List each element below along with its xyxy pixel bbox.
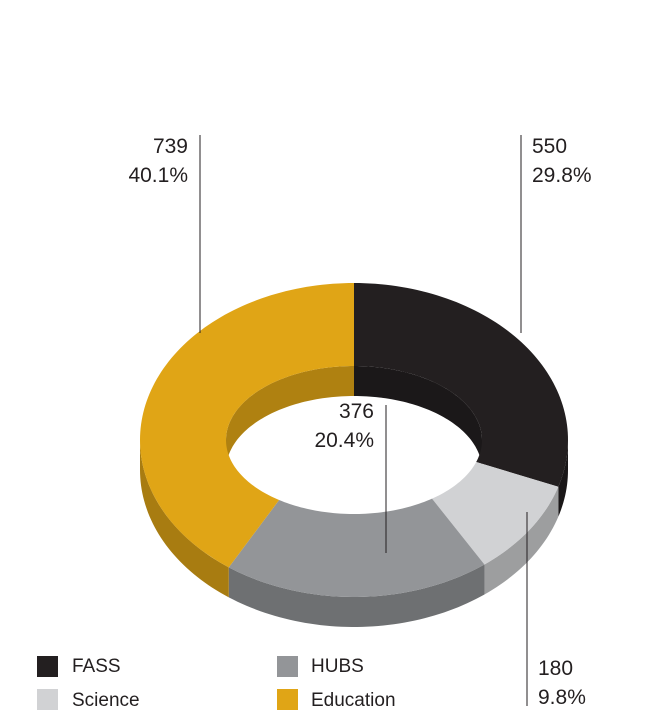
percent-label-hubs: 20.4% [314,429,374,452]
legend-label-education: Education [311,690,396,711]
outer-wall-education [140,440,229,598]
outer-wall-science [484,486,559,595]
legend-swatch-hubs [277,656,298,677]
percent-label-fass: 29.8% [532,164,592,187]
slice-fass [354,283,568,487]
outer-wall-fass [558,440,568,517]
value-label-fass: 550 [532,135,567,158]
legend-swatch-education [277,689,298,710]
value-label-science: 180 [538,657,573,680]
legend-swatch-fass [37,656,58,677]
percent-label-education: 40.1% [128,164,188,187]
donut-3d-slices [140,283,568,627]
value-label-education: 739 [153,135,188,158]
legend-label-hubs: HUBS [311,656,364,677]
slice-science [432,462,559,565]
legend-swatch-science [37,689,58,710]
slice-hubs [228,498,485,597]
legend-label-fass: FASS [72,656,121,677]
percent-label-science: 9.8% [538,686,586,709]
inner-wall-fass [354,366,482,470]
slice-education [140,283,354,568]
inner-wall-education [226,366,354,470]
value-label-hubs: 376 [339,400,374,423]
legend-label-science: Science [72,690,140,711]
outer-wall-hubs [228,564,485,627]
